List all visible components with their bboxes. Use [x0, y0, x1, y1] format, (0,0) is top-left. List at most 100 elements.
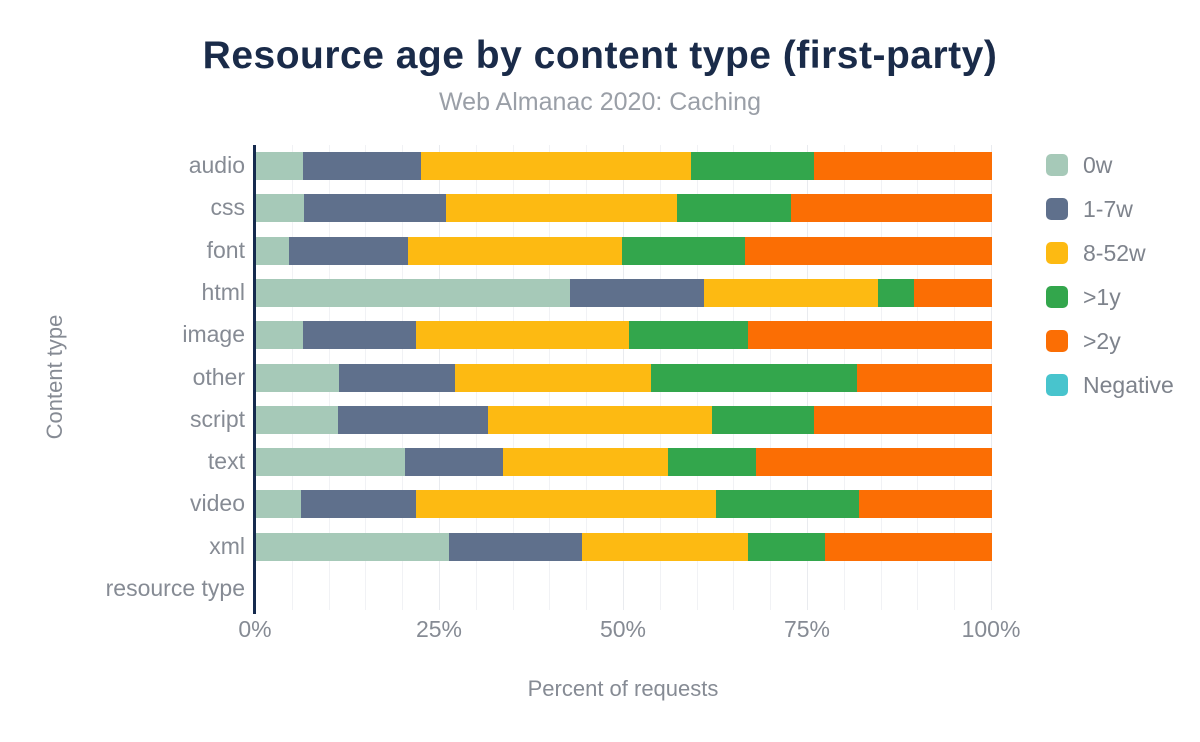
- x-tick-label: 75%: [783, 616, 831, 642]
- bar-segment->2y[interactable]: [914, 278, 992, 307]
- bar-track: [256, 152, 992, 181]
- bar-segment-8-52w[interactable]: [415, 490, 716, 519]
- bar-segment-0w[interactable]: [256, 405, 338, 434]
- bar-segment->1y[interactable]: [715, 490, 859, 519]
- legend-item-8-52w[interactable]: 8-52w: [1046, 231, 1174, 275]
- category-label: xml: [209, 532, 245, 559]
- legend-item-1-7w[interactable]: 1-7w: [1046, 187, 1174, 231]
- bar-segment-1-7w[interactable]: [289, 236, 409, 265]
- category-label: image: [182, 321, 245, 348]
- bar-segment->2y[interactable]: [813, 405, 992, 434]
- legend-swatch-icon: [1046, 242, 1068, 264]
- bar-segment->2y[interactable]: [824, 532, 992, 561]
- bar-segment->1y[interactable]: [651, 363, 857, 392]
- bar-segment->1y[interactable]: [748, 532, 825, 561]
- bar-segment-1-7w[interactable]: [570, 278, 705, 307]
- bar-segment-8-52w[interactable]: [487, 405, 713, 434]
- bar-segment-1-7w[interactable]: [405, 448, 504, 477]
- bar-segment->2y[interactable]: [856, 363, 992, 392]
- x-tick-label: 0%: [238, 616, 272, 642]
- legend-item-Negative[interactable]: Negative: [1046, 363, 1174, 407]
- bar-row: [255, 145, 992, 187]
- bar-segment->2y[interactable]: [744, 236, 992, 265]
- x-tick-label: 25%: [415, 616, 463, 642]
- bar-track: [256, 363, 992, 392]
- category-label: font: [206, 236, 245, 263]
- bar-segment-1-7w[interactable]: [339, 363, 456, 392]
- bar-row: [255, 272, 992, 314]
- plot-area: [255, 145, 992, 610]
- bar-segment-1-7w[interactable]: [448, 532, 582, 561]
- chart-subtitle: Web Almanac 2020: Caching: [439, 88, 761, 116]
- legend-label: >2y: [1083, 327, 1121, 354]
- bar-segment->1y[interactable]: [668, 448, 757, 477]
- bar-segment-8-52w[interactable]: [408, 236, 623, 265]
- bar-track: [256, 490, 992, 519]
- bar-track: [256, 575, 992, 603]
- bar-segment-8-52w[interactable]: [420, 152, 691, 181]
- bar-segment->2y[interactable]: [748, 321, 992, 350]
- bar-segment-8-52w[interactable]: [503, 448, 669, 477]
- bar-row: [255, 526, 992, 568]
- category-label: text: [207, 448, 245, 474]
- bar-segment-8-52w[interactable]: [416, 321, 630, 350]
- bar-segment-8-52w[interactable]: [704, 278, 878, 307]
- bar-segment-8-52w[interactable]: [581, 532, 749, 561]
- bar-segment-0w[interactable]: [256, 532, 449, 561]
- bar-segment-0w[interactable]: [256, 321, 304, 350]
- chart-title: Resource age by content type (first-part…: [202, 34, 998, 77]
- category-label: video: [190, 490, 245, 517]
- bar-segment->2y[interactable]: [858, 490, 992, 519]
- bar-segment->1y[interactable]: [629, 321, 749, 350]
- bar-segment-0w[interactable]: [256, 490, 301, 519]
- bar-segment-1-7w[interactable]: [303, 321, 417, 350]
- y-axis-line: [253, 145, 256, 614]
- legend-item->1y[interactable]: >1y: [1046, 275, 1174, 319]
- legend: 0w 1-7w 8-52w >1y >2y Negative: [1046, 143, 1174, 407]
- legend-label: >1y: [1083, 283, 1121, 310]
- x-tick-label: 100%: [961, 616, 1021, 642]
- bar-segment-0w[interactable]: [256, 236, 290, 265]
- bar-track: [256, 405, 992, 434]
- bar-row: [255, 441, 992, 483]
- bar-track: [256, 448, 992, 477]
- legend-item->2y[interactable]: >2y: [1046, 319, 1174, 363]
- bar-segment-0w[interactable]: [256, 194, 304, 223]
- bar-segment->1y[interactable]: [690, 152, 814, 181]
- category-label: audio: [188, 152, 245, 179]
- bar-segment->1y[interactable]: [676, 194, 791, 223]
- bar-segment-1-7w[interactable]: [337, 405, 488, 434]
- bar-track: [256, 194, 992, 223]
- bar-segment-1-7w[interactable]: [300, 490, 416, 519]
- bar-row: [255, 314, 992, 356]
- category-label: resource type: [105, 574, 245, 601]
- bar-segment->2y[interactable]: [756, 448, 992, 477]
- legend-item-0w[interactable]: 0w: [1046, 143, 1174, 187]
- bar-segment-8-52w[interactable]: [445, 194, 677, 223]
- bar-segment-1-7w[interactable]: [303, 152, 421, 181]
- category-label: script: [190, 405, 245, 432]
- legend-label: 0w: [1083, 151, 1113, 178]
- bar-segment-0w[interactable]: [256, 448, 406, 477]
- x-axis-title: Percent of requests: [527, 676, 719, 701]
- legend-label: 1-7w: [1083, 195, 1133, 222]
- bar-segment->1y[interactable]: [712, 405, 814, 434]
- bar-row: [255, 399, 992, 441]
- bar-segment->2y[interactable]: [790, 194, 992, 223]
- bar-segment->1y[interactable]: [622, 236, 745, 265]
- category-label: other: [192, 363, 245, 390]
- category-label: html: [201, 279, 245, 305]
- bar-segment-0w[interactable]: [256, 278, 571, 307]
- bar-track: [256, 278, 992, 307]
- bar-track: [256, 321, 992, 350]
- legend-swatch-icon: [1046, 374, 1068, 396]
- bar-segment->1y[interactable]: [877, 278, 915, 307]
- bar-segment-0w[interactable]: [256, 363, 340, 392]
- legend-swatch-icon: [1046, 286, 1068, 308]
- bar-segment->2y[interactable]: [813, 152, 992, 181]
- category-label: css: [210, 194, 246, 221]
- bar-segment-8-52w[interactable]: [455, 363, 652, 392]
- bar-segment-0w[interactable]: [256, 152, 304, 181]
- bar-segment-1-7w[interactable]: [303, 194, 446, 223]
